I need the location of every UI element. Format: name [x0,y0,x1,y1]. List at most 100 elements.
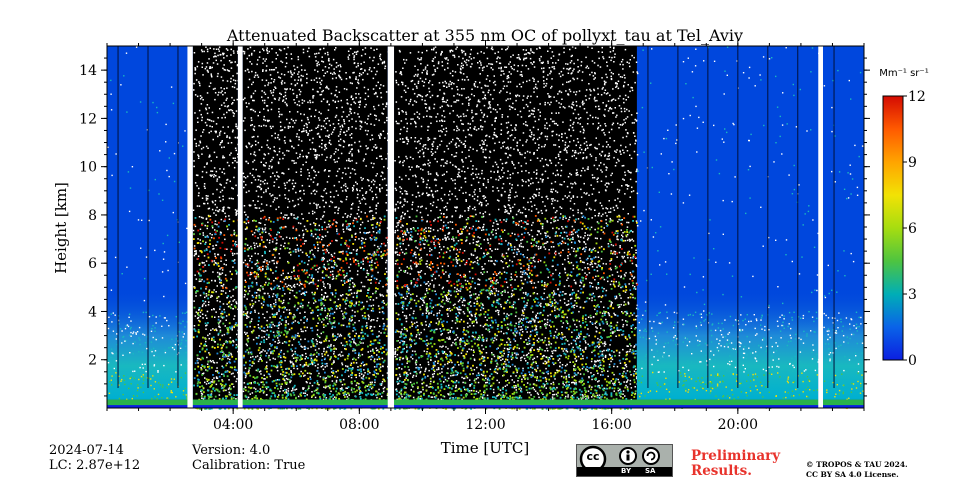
noise-point [340,152,343,155]
noise-point [355,76,357,78]
signal-point [249,364,251,366]
noise-point [349,258,351,260]
noise-point [372,304,375,307]
noise-point [525,170,527,172]
noise-point [317,367,319,369]
signal-point [314,299,316,302]
noise-point [304,338,306,340]
noise-point [323,170,326,172]
noise-point [379,55,381,57]
noise-point [301,199,303,202]
signal-point [297,247,300,250]
noise-point [366,147,368,150]
noise-point [350,277,353,279]
noise-point [530,48,532,50]
noise-point [273,325,276,327]
noise-point [220,260,222,262]
noise-point [311,362,313,364]
noise-point [283,172,285,175]
signal-point [216,388,219,391]
noise-point [259,233,261,236]
noise-point [202,304,204,306]
signal-point [222,354,224,357]
noise-point [230,296,232,299]
signal-point [386,325,389,328]
noise-point [326,346,329,348]
noise-point [297,216,299,218]
noise-point [259,357,261,359]
noise-point [222,351,224,353]
noise-point [506,85,508,87]
noise-point [259,388,262,390]
signal-point [354,395,357,398]
noise-point [316,154,319,156]
signal-point [258,346,261,349]
signal-point [194,330,197,332]
noise-point [218,209,221,211]
noise-point [329,271,332,273]
noise-point [513,255,516,258]
noise-point [325,248,328,251]
signal-point [366,327,368,329]
noise-point [314,156,317,159]
noise-point [380,218,382,221]
signal-point [227,329,229,332]
signal-point [300,391,303,394]
signal-point [345,250,348,253]
noise-point [349,263,352,266]
noise-point [219,143,221,146]
noise-point [470,367,472,369]
signal-point [348,289,350,292]
noise-point [367,272,370,275]
signal-point [346,244,349,247]
signal-point [228,326,231,329]
noise-point [579,123,581,125]
signal-point [332,222,334,225]
noise-point [311,166,314,168]
noise-point [283,311,285,313]
noise-point [276,379,279,381]
noise-point [326,245,329,247]
noise-point [197,174,199,177]
noise-point [283,278,285,281]
signal-point [309,378,312,380]
noise-point [281,113,283,116]
noise-point [273,303,275,305]
noise-point [386,189,388,191]
signal-point [314,283,317,286]
noise-point [366,322,368,324]
noise-point [211,227,214,229]
noise-point [362,285,364,288]
signal-point [249,382,251,384]
noise-point [231,187,233,189]
signal-point [269,330,272,333]
noise-point [196,317,199,320]
signal-point [325,335,328,338]
noise-point [335,221,337,223]
noise-point [324,72,327,74]
noise-point [225,389,227,392]
noise-point [383,108,385,110]
signal-point [219,343,222,346]
noise-point [295,249,297,251]
noise-point [327,385,329,387]
noise-point [306,394,308,396]
signal-point [308,372,311,375]
noise-point [385,267,387,270]
noise-point [232,79,235,81]
noise-point [234,61,236,63]
noise-point [367,220,369,222]
noise-point [330,155,332,157]
noise-point [274,341,276,343]
signal-point [272,338,275,341]
signal-point [198,273,201,275]
noise-point [221,146,223,149]
signal-point [208,367,211,370]
noise-point [249,260,251,262]
noise-point [223,113,225,116]
signal-point [197,381,200,383]
noise-point [511,379,513,381]
noise-point [342,250,344,253]
signal-point [297,277,300,280]
noise-point [255,292,258,294]
